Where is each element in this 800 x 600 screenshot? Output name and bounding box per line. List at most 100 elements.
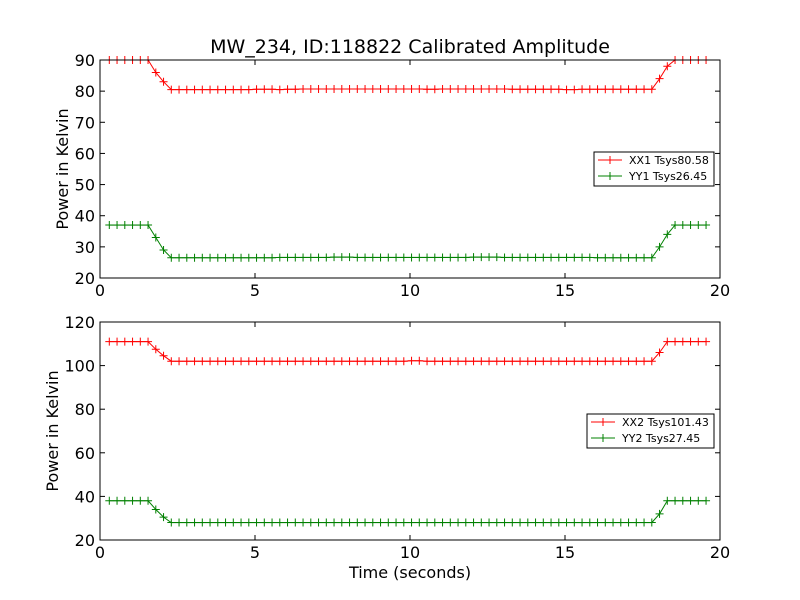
data-point <box>105 496 114 505</box>
data-point <box>314 518 323 527</box>
data-point <box>206 85 215 94</box>
data-point <box>113 496 122 505</box>
data-point <box>601 253 610 262</box>
data-point <box>492 84 501 93</box>
data-point <box>384 84 393 93</box>
subplot-top: MW_234, ID:118822 Calibrated Amplitude P… <box>53 36 730 300</box>
y-tick-label: 20 <box>75 269 95 288</box>
data-point <box>678 221 687 230</box>
data-point <box>361 518 370 527</box>
data-point <box>415 84 424 93</box>
data-point <box>151 345 160 354</box>
data-point <box>663 230 672 239</box>
data-point <box>469 518 478 527</box>
data-point <box>508 357 517 366</box>
data-point <box>361 253 370 262</box>
data-point <box>500 518 509 527</box>
data-point <box>632 357 641 366</box>
data-point <box>322 84 331 93</box>
data-point <box>554 357 563 366</box>
data-point <box>252 253 261 262</box>
data-point <box>353 84 362 93</box>
data-point <box>531 357 540 366</box>
data-point <box>562 357 571 366</box>
legend-label-yy1: YY1 Tsys26.45 <box>628 170 707 183</box>
data-point <box>306 84 315 93</box>
data-point <box>345 253 354 262</box>
data-point <box>182 357 191 366</box>
data-point <box>578 357 587 366</box>
data-point <box>508 253 517 262</box>
chart-title: MW_234, ID:118822 Calibrated Amplitude <box>210 36 610 58</box>
data-point <box>547 518 556 527</box>
data-point <box>632 253 641 262</box>
data-point <box>151 505 160 514</box>
data-point <box>430 253 439 262</box>
data-point <box>376 518 385 527</box>
data-point <box>299 253 308 262</box>
data-point <box>523 253 532 262</box>
series-group-bottom <box>105 337 711 527</box>
data-point <box>415 253 424 262</box>
data-point <box>570 85 579 94</box>
data-point <box>322 253 331 262</box>
data-point <box>105 221 114 230</box>
x-tick-label: 0 <box>95 281 105 300</box>
data-point <box>601 85 610 94</box>
data-point <box>368 518 377 527</box>
data-point <box>221 85 230 94</box>
data-point <box>128 221 137 230</box>
data-point <box>182 85 191 94</box>
data-point <box>446 357 455 366</box>
data-point <box>128 496 137 505</box>
data-point <box>368 84 377 93</box>
data-point <box>299 357 308 366</box>
data-point <box>694 496 703 505</box>
data-point <box>144 221 153 230</box>
data-point <box>392 84 401 93</box>
data-point <box>159 245 168 254</box>
data-point <box>237 518 246 527</box>
data-point <box>446 84 455 93</box>
data-point <box>198 85 207 94</box>
data-point <box>539 253 548 262</box>
data-point <box>485 253 494 262</box>
data-point <box>702 496 711 505</box>
y-tick-label: 80 <box>75 82 95 101</box>
data-point <box>547 85 556 94</box>
data-point <box>314 84 323 93</box>
data-point <box>446 253 455 262</box>
data-point <box>345 357 354 366</box>
data-point <box>593 357 602 366</box>
data-point <box>686 221 695 230</box>
data-point <box>632 85 641 94</box>
data-point <box>306 518 315 527</box>
data-point <box>516 253 525 262</box>
data-point <box>213 253 222 262</box>
data-point <box>539 518 548 527</box>
data-point <box>671 496 680 505</box>
data-point <box>624 357 633 366</box>
data-point <box>330 253 339 262</box>
data-point <box>237 357 246 366</box>
legend-box-top <box>593 151 715 187</box>
y-tick-label: 40 <box>75 487 95 506</box>
data-point <box>655 509 664 518</box>
data-point <box>167 518 176 527</box>
data-point <box>601 357 610 366</box>
data-point <box>252 85 261 94</box>
data-point <box>531 85 540 94</box>
data-point <box>337 84 346 93</box>
data-point <box>454 84 463 93</box>
data-point <box>330 518 339 527</box>
legend-label-yy2: YY2 Tsys27.45 <box>621 432 700 445</box>
data-point <box>492 518 501 527</box>
data-point <box>190 85 199 94</box>
data-point <box>229 357 238 366</box>
data-point <box>175 85 184 94</box>
data-point <box>353 357 362 366</box>
data-point <box>469 84 478 93</box>
data-point <box>229 85 238 94</box>
data-point <box>275 85 284 94</box>
data-point <box>616 253 625 262</box>
